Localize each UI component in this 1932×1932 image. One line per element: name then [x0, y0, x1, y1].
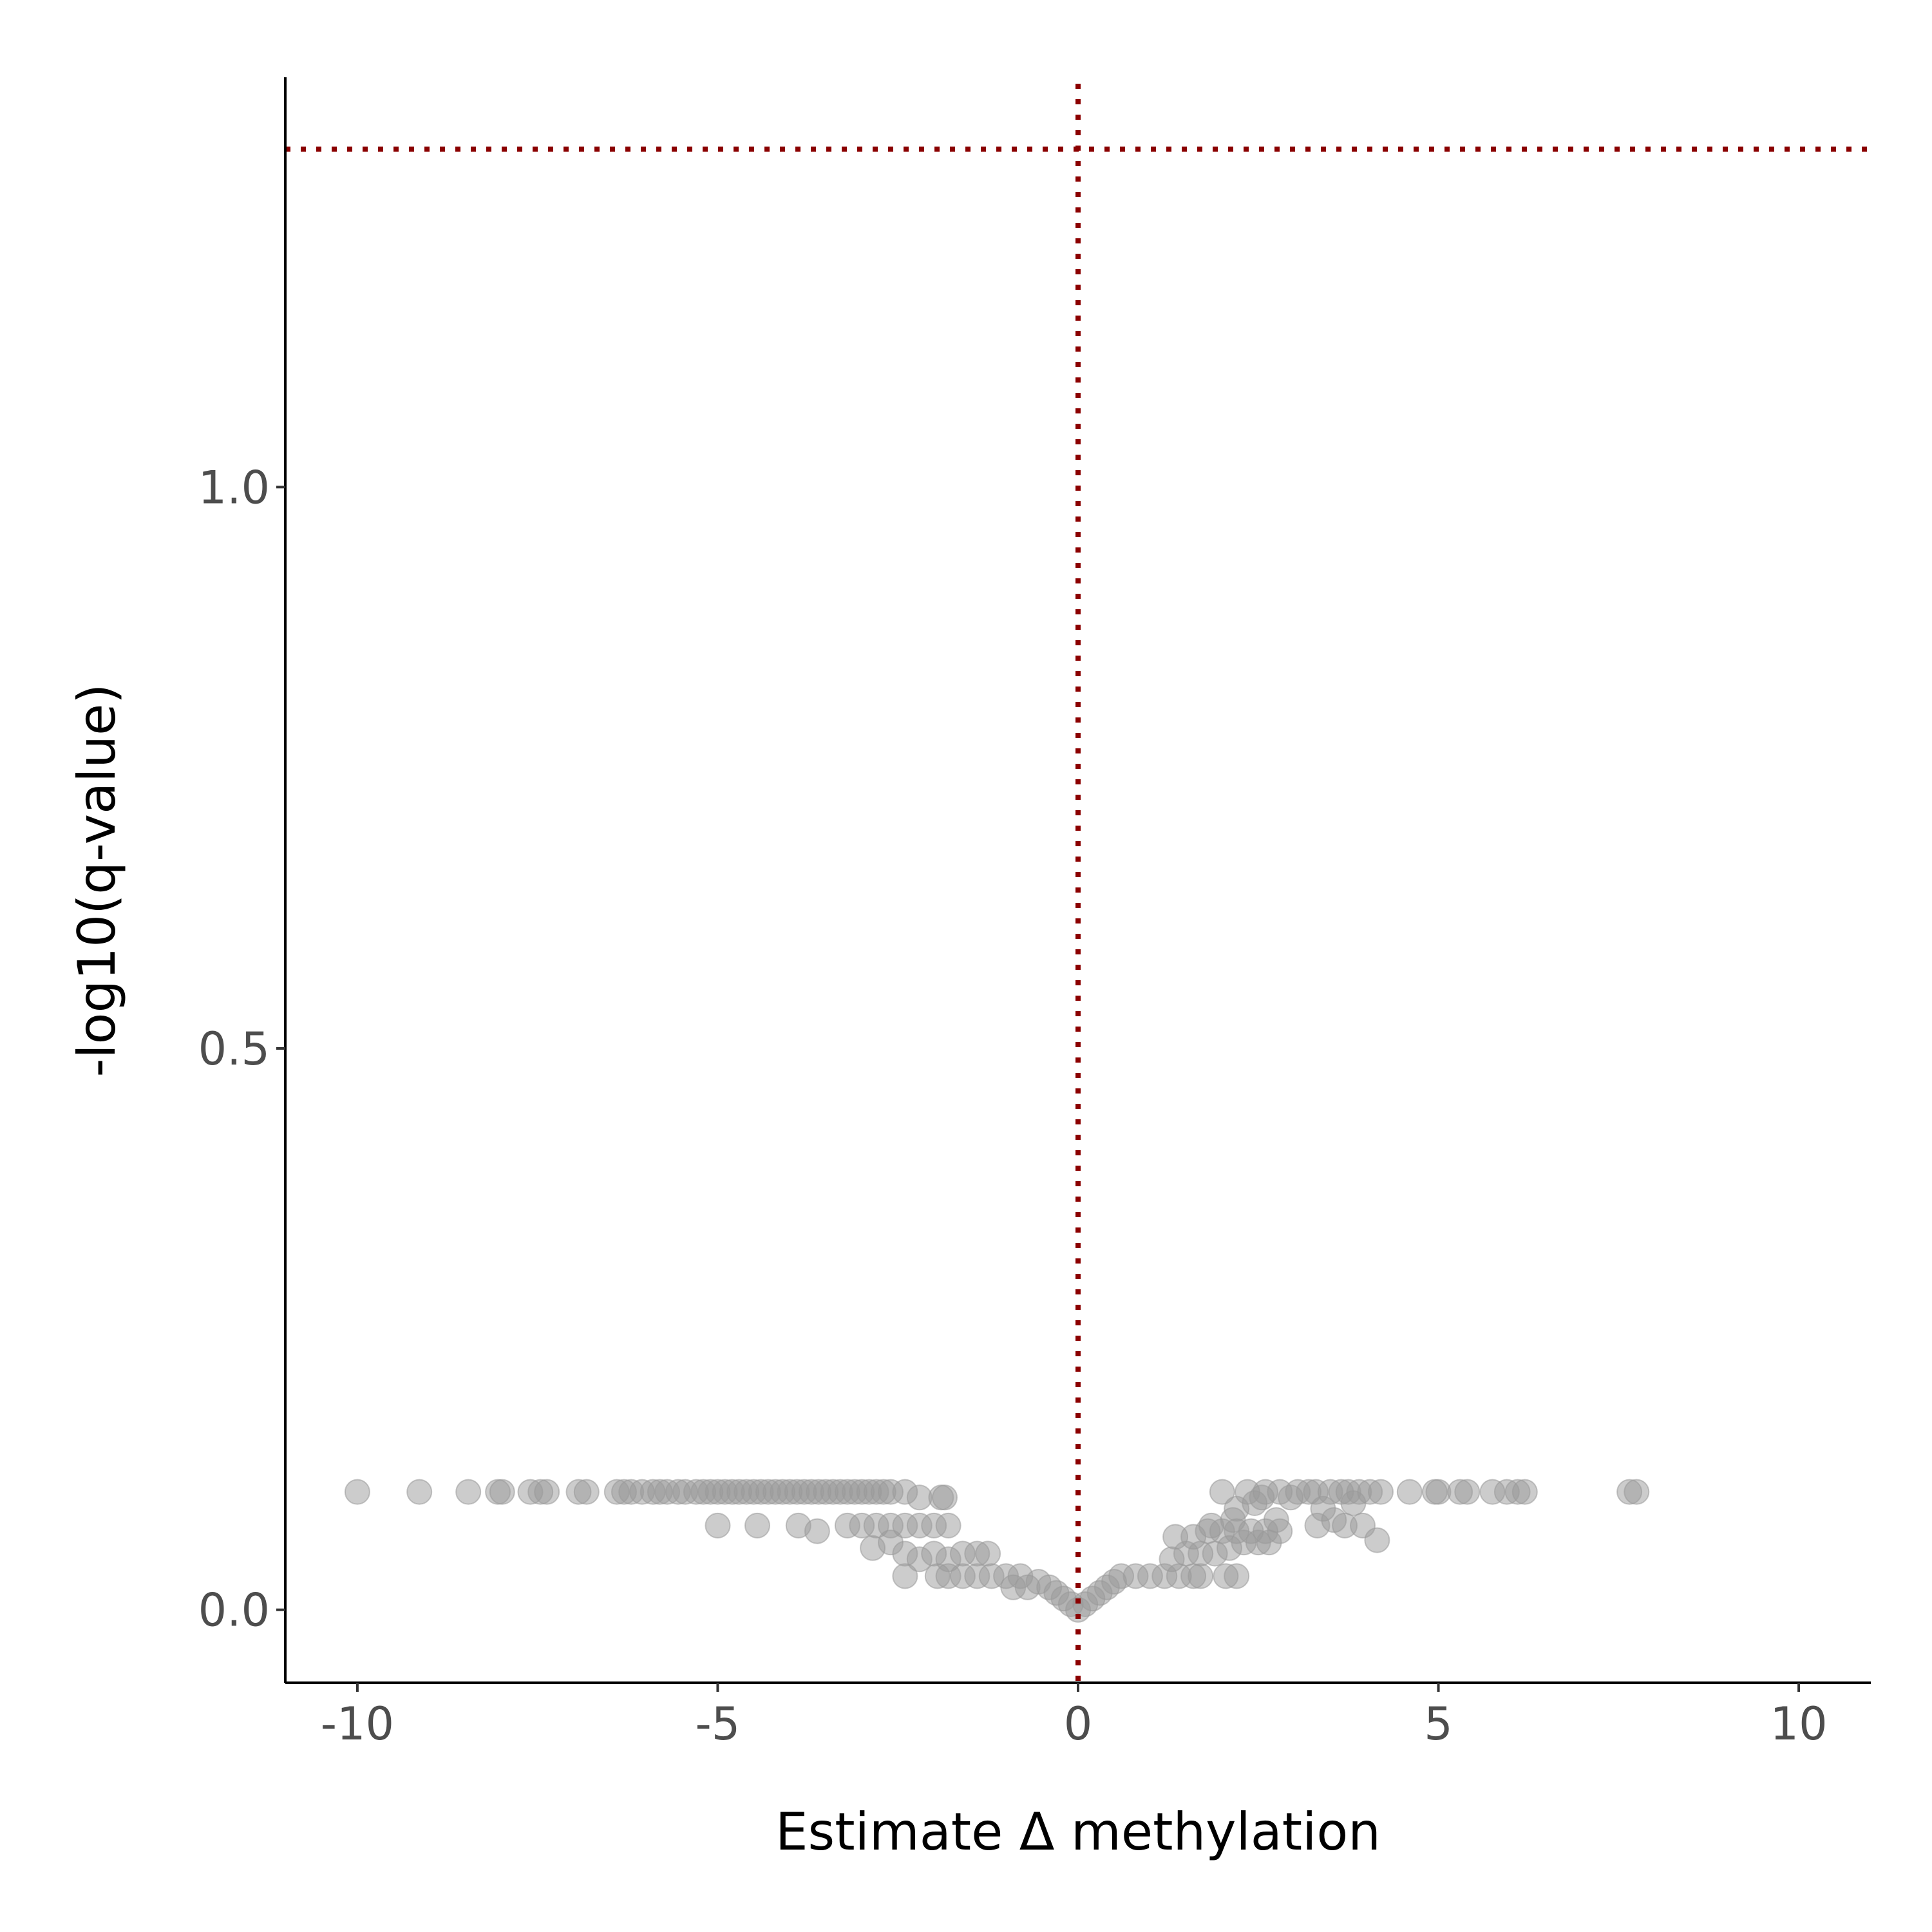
data-point: [1209, 1479, 1235, 1505]
data-point: [975, 1540, 1001, 1567]
data-point: [406, 1479, 433, 1505]
data-point: [1224, 1563, 1250, 1589]
data-point: [892, 1563, 918, 1589]
data-point: [705, 1512, 731, 1539]
data-point: [1198, 1512, 1224, 1539]
data-point: [1511, 1479, 1538, 1505]
data-point: [455, 1479, 482, 1505]
data-point: [489, 1479, 515, 1505]
x-tick-label: 10: [1770, 1698, 1828, 1750]
data-point: [534, 1479, 560, 1505]
data-point: [1364, 1527, 1390, 1553]
x-tick-label: -5: [696, 1698, 741, 1750]
data-point: [344, 1479, 370, 1505]
data-point: [804, 1518, 830, 1544]
reference-lines: [285, 84, 1871, 1683]
x-axis-title: Estimate Δ methylation: [775, 1802, 1381, 1862]
data-point: [744, 1512, 770, 1539]
data-point: [1368, 1479, 1394, 1505]
y-axis-title: -log10(q-value): [67, 683, 127, 1077]
y-tick-label: 1.0: [198, 461, 270, 514]
x-tick-label: 5: [1424, 1698, 1453, 1750]
data-point: [1454, 1479, 1481, 1505]
y-tick-label: 0.5: [198, 1023, 270, 1075]
data-point: [573, 1479, 600, 1505]
data-point: [932, 1484, 958, 1511]
data-points: [344, 1479, 1650, 1623]
x-tick-label: -10: [321, 1698, 394, 1750]
data-point: [1624, 1479, 1650, 1505]
data-point: [935, 1512, 961, 1539]
ticks: -10 -5 0 5 10 0.0 0.5 1.0: [198, 461, 1828, 1750]
data-point: [1396, 1479, 1423, 1505]
x-tick-label: 0: [1064, 1698, 1093, 1750]
data-point: [906, 1484, 933, 1511]
data-point: [1188, 1563, 1214, 1589]
y-tick-label: 0.0: [198, 1584, 270, 1637]
data-point: [1425, 1479, 1452, 1505]
data-point: [1263, 1507, 1289, 1533]
